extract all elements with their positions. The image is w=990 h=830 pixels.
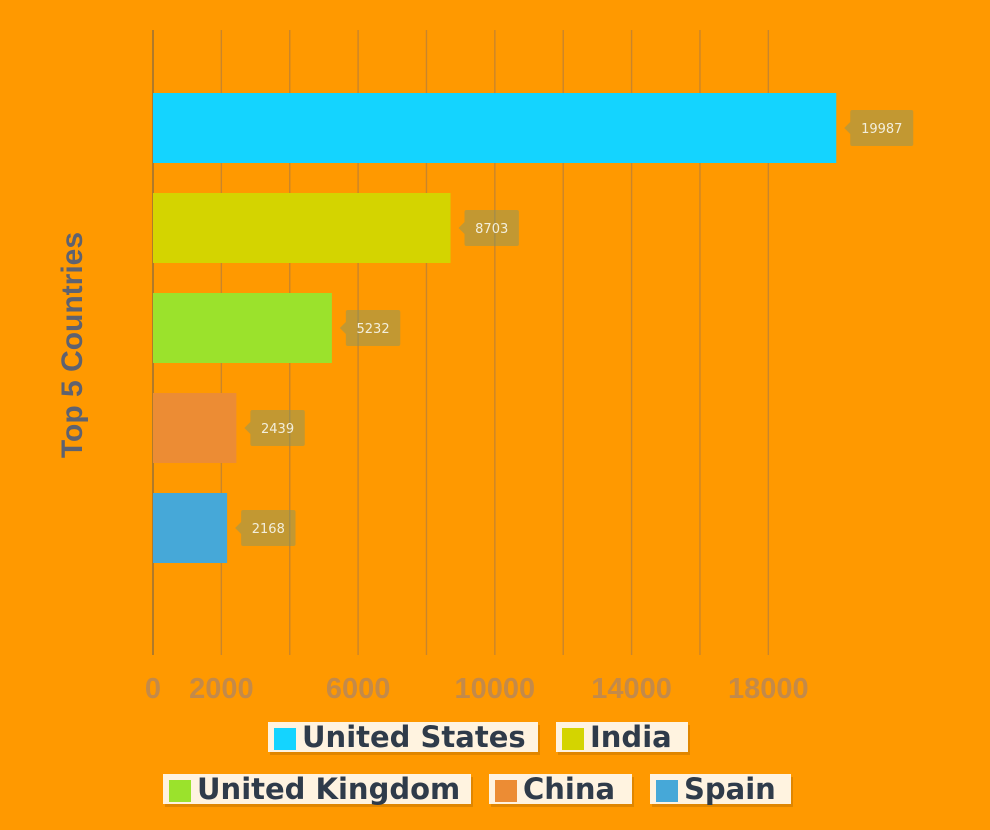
legend-item-united-states[interactable]: United States [268,720,538,754]
x-tick-label-2000: 2000 [189,673,254,705]
legend-label-china: China [523,772,616,806]
x-tick-label-0: 0 [145,673,161,705]
bar-spain [153,493,228,563]
x-tick-label-6000: 6000 [326,673,391,705]
legend-item-united-kingdom[interactable]: United Kingdom [163,772,471,806]
data-label-china: 2439 [261,422,294,437]
data-label-india: 8703 [475,222,508,237]
data-label-bg-india [458,210,519,246]
legend-item-china[interactable]: China [489,772,632,806]
legend-swatch-united-kingdom [169,780,191,802]
legend-swatch-china [495,780,517,802]
legend-label-india: India [590,720,672,754]
bar-united-states [153,93,837,163]
legend-label-united-states: United States [302,720,526,754]
data-label-united-kingdom: 5232 [357,322,390,337]
data-labels: 19987 8703 5232 2439 2168 [235,110,914,546]
bar-chart: 19987 8703 5232 2439 2168 0 2000 6000 10000 1400… [56,30,914,705]
bar-india [153,193,451,263]
legend-label-united-kingdom: United Kingdom [197,772,461,806]
data-label-bg-united-states [844,110,914,146]
data-label-united-states: 19987 [861,122,902,137]
data-label-bg-spain [235,510,296,546]
legend-swatch-india [562,728,584,750]
x-axis-ticks: 0 2000 6000 10000 14000 18000 [145,673,809,705]
bar-united-kingdom [153,293,332,363]
y-axis-title: Top 5 Countries [56,232,89,458]
bars [153,93,837,563]
legend-swatch-spain [656,780,678,802]
legend-item-india[interactable]: India [556,720,688,754]
x-tick-label-18000: 18000 [728,673,809,705]
legend-label-spain: Spain [684,772,776,806]
data-label-bg-united-kingdom [339,310,401,346]
legend-item-spain[interactable]: Spain [650,772,791,806]
data-label-spain: 2168 [252,522,285,537]
legend-swatch-united-states [274,728,296,750]
x-tick-label-14000: 14000 [591,673,672,705]
data-label-bg-china [244,410,305,446]
bar-china [153,393,237,463]
x-tick-label-10000: 10000 [455,673,536,705]
